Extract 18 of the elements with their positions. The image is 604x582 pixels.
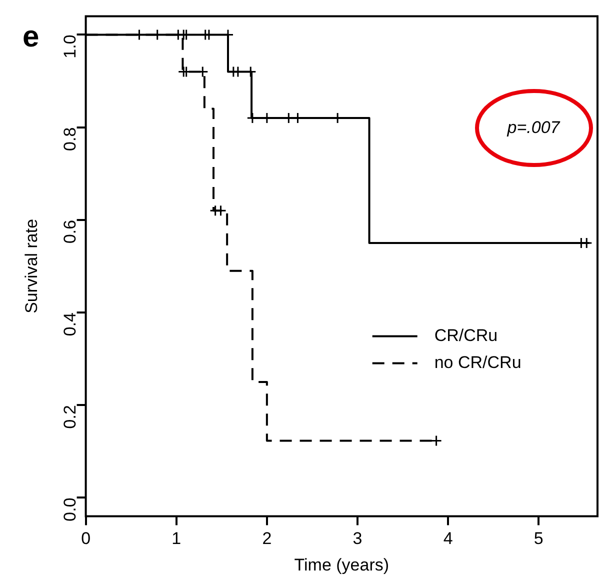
annotation: p=.007: [506, 118, 560, 137]
y-tick-label: 0.0: [60, 498, 80, 522]
y-tick-label: 0.2: [60, 405, 80, 429]
x-tick-label: 0: [81, 529, 91, 548]
y-tick-label: 0.6: [60, 220, 80, 244]
x-tick-label: 5: [534, 529, 544, 548]
x-tick-label: 1: [172, 529, 182, 548]
y-tick-label: 0.8: [60, 127, 80, 151]
y-tick-label: 1.0: [60, 34, 80, 58]
y-tick-label: 0.4: [60, 312, 80, 336]
legend-label: CR/CRu: [434, 326, 498, 345]
y-axis-title: Survival rate: [22, 218, 41, 314]
legend-label: no CR/CRu: [434, 352, 522, 372]
text: e: [22, 20, 40, 54]
x-axis-title: Time (years): [294, 555, 390, 574]
x-tick-label: 2: [262, 529, 272, 548]
x-tick-label: 4: [443, 529, 453, 548]
x-tick-label: 3: [352, 529, 362, 548]
